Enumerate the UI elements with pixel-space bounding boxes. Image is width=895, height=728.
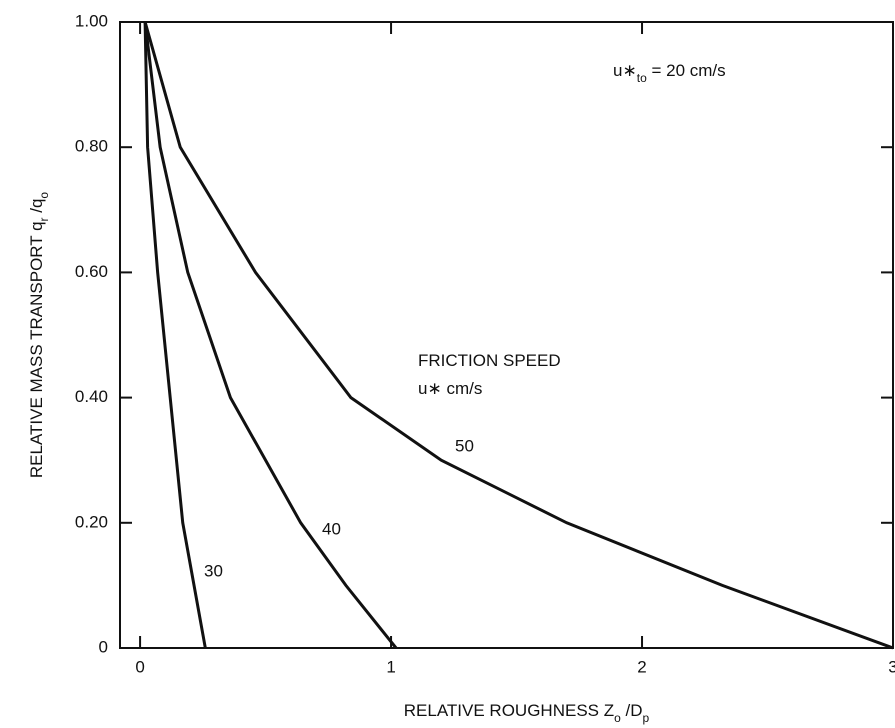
annotation: FRICTION SPEED [418,351,561,370]
curve [143,21,398,649]
y-tick-label: 0.20 [75,512,108,531]
label-part: u [418,379,427,398]
y-tick-label: 0 [99,637,108,656]
series-label: 40 [322,519,341,538]
label-part: RELATIVE ROUGHNESS Z [404,701,614,720]
x-tick-label: 1 [386,657,395,676]
label-part: o [640,71,647,85]
label-part: t [637,71,641,85]
x-tick-label: 2 [637,657,646,676]
label-part: = 20 cm/s [647,61,726,80]
curve [143,21,207,649]
y-tick-label: 1.00 [75,11,108,30]
label-part: FRICTION SPEED [418,351,561,370]
y-axis-label: RELATIVE MASS TRANSPORT qr /qo [27,192,51,479]
label-part: /q [27,199,46,218]
label-part: p [643,711,650,725]
label-part: o [37,192,51,199]
annotation: u∗ cm/s [418,379,482,398]
series-label: 30 [204,561,223,580]
label-part: ∗ [622,61,636,80]
y-tick-label: 0.60 [75,262,108,281]
annotation: u∗to = 20 cm/s [613,61,726,85]
label-part: /D [621,701,643,720]
x-axis-label: RELATIVE ROUGHNESS Zo /Dp [404,701,650,725]
curve [143,21,894,650]
x-tick-label: 3 [888,657,895,676]
label-part: o [614,711,621,725]
x-tick-label: 0 [135,657,144,676]
label-part: RELATIVE MASS TRANSPORT q [27,221,46,478]
y-tick-label: 0.40 [75,387,108,406]
y-tick-label: 0.80 [75,137,108,156]
label-part: r [37,217,51,221]
label-part: cm/s [442,379,483,398]
plot-frame [119,21,894,649]
label-part: u [613,61,622,80]
label-part: ∗ [427,379,441,398]
series-label: 50 [455,436,474,455]
